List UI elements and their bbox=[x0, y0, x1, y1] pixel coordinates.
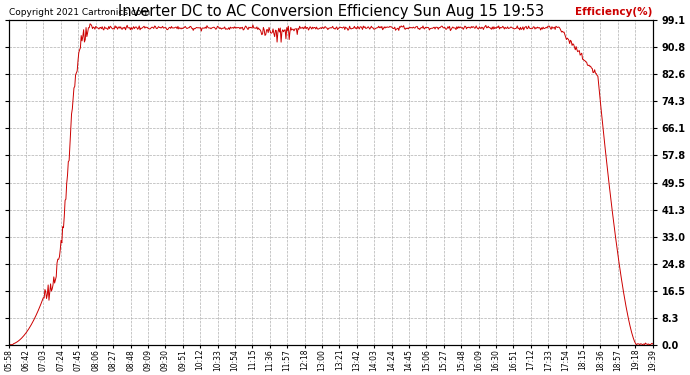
Text: Copyright 2021 Cartronics.com: Copyright 2021 Cartronics.com bbox=[9, 8, 150, 17]
Text: Efficiency(%): Efficiency(%) bbox=[575, 7, 653, 17]
Title: Inverter DC to AC Conversion Efficiency Sun Aug 15 19:53: Inverter DC to AC Conversion Efficiency … bbox=[117, 4, 544, 19]
